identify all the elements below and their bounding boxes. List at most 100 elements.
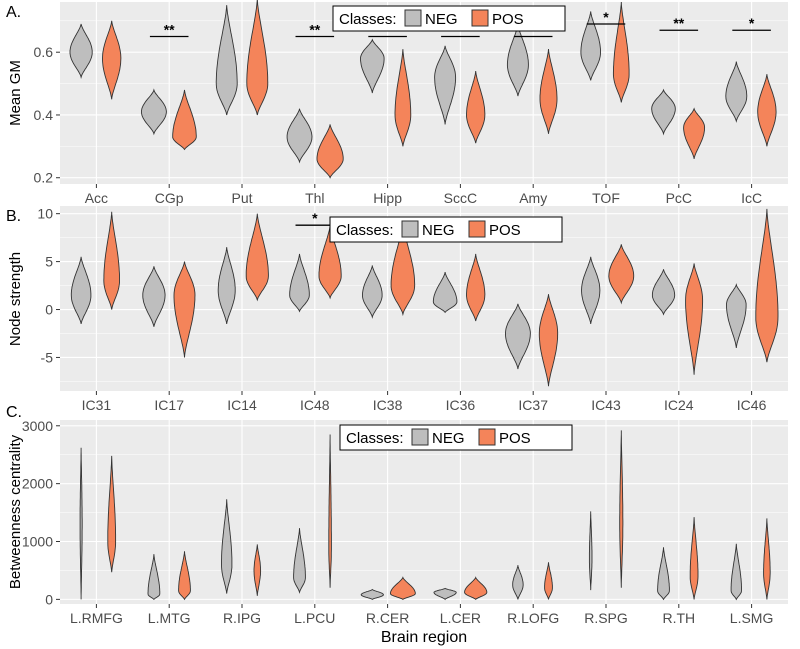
violin-pos-r-lofg [544,562,553,600]
x-tick-label-l-pcu: L.PCU [294,610,335,626]
x-tick-label-ic48: IC48 [300,397,330,413]
violin-neg-ic48 [289,253,310,313]
violin-pos-ic31 [103,211,120,310]
violin-neg-cgp [141,88,167,136]
legend-b-title: Classes: [336,222,394,239]
violin-pos-put [246,0,269,116]
significance-label: * [603,9,609,25]
y-tick-label: 5 [45,254,53,270]
panel-c-x-axis: L.RMFG L.MTG R.IPG L.PCU R.CER L.CER R.LOFG R.S… [70,604,773,626]
y-tick-label: 0 [45,302,53,318]
violin-pos-ic46 [755,208,779,363]
panel-b-y-axis: -5 0 5 10 [37,206,60,365]
violin-neg-icc [725,61,748,123]
panel-a: A. ************** 0.20.40.6 AccCGpPutThl… [6,0,788,206]
violin-pos-l-mtg [178,551,191,601]
violin-pos-acc [102,20,122,100]
panel-a-violins [69,0,777,179]
panel-b-y-axis-title: Node strength [7,252,24,346]
legend-c-pos-swatch [478,428,496,446]
violin-pos-thl [316,124,344,179]
violin-neg-ic36 [432,272,458,314]
violin-pos-cgp [172,89,197,151]
legend-c-neg-label: NEG [432,430,465,447]
violin-pos-r-th [689,517,699,600]
violin-neg-hipp [360,38,385,94]
significance-label: ** [673,15,684,31]
violin-neg-l-cer [433,587,457,601]
x-tick-label-r-spg: R.SPG [584,610,628,626]
violin-neg-put [215,5,238,116]
x-tick-label-ic17: IC17 [154,397,184,413]
x-tick-label-cgp: CGp [155,190,184,206]
violin-neg-pcc [651,88,676,136]
violin-pos-icc [757,74,777,147]
violin-neg-ic24 [651,269,676,316]
violin-pos-r-spg [619,430,624,588]
violin-neg-ic31 [70,256,92,325]
x-tick-label-ic31: IC31 [82,397,112,413]
panel-c-y-axis: 0 1000 2000 3000 [22,418,60,607]
y-tick-label: 3000 [22,418,53,434]
violin-pos-ic36 [466,253,486,322]
x-tick-label-ic46: IC46 [737,397,767,413]
legend-a-neg-swatch [404,9,422,27]
panel-a-y-axis-title: Mean GM [7,60,24,126]
panel-c: C. 0 1000 2000 3000 L.RMFG L.MTG R.IPG L.PCU R.… [6,404,788,646]
violin-neg-sccc [434,45,457,125]
violin-neg-r-th [657,547,670,601]
violin-pos-ic17 [173,261,196,358]
panel-a-x-axis: Acc CGp Put Thl Hipp SccC Amy TOF PcC IcC [85,184,762,206]
violin-neg-r-cer [360,588,384,600]
x-tick-label-r-ipg: R.IPG [223,610,261,626]
x-tick-label-r-th: R.TH [662,610,695,626]
panel-c-legend: Classes: NEG POS [339,424,573,451]
violin-pos-hipp [394,49,412,147]
x-tick-label-r-lofg: R.LOFG [507,610,559,626]
violin-pos-ic37 [538,294,559,387]
legend-c-title: Classes: [346,430,404,447]
x-tick-label-l-smg: L.SMG [730,610,774,626]
panel-b-x-axis: IC31 IC17 IC14 IC48 IC38 IC36 IC37 IC43 IC24 IC46 [82,391,767,413]
panel-c-x-axis-title: Brain region [381,629,467,646]
violin-neg-acc [69,23,93,80]
violin-pos-ic24 [685,263,704,375]
y-tick-label: 1000 [22,534,53,550]
violin-neg-ic43 [581,256,601,324]
violin-neg-ic14 [217,247,236,324]
violin-neg-ic17 [142,266,166,327]
significance-label: ** [164,22,175,38]
violin-neg-amy [506,23,529,97]
x-tick-label-acc: Acc [85,190,108,206]
panel-b-significance: * [295,210,335,226]
violin-pos-sccc [466,70,486,144]
x-tick-label-icc: IcC [741,190,762,206]
panel-b-violins [70,208,779,387]
x-tick-label-put: Put [231,190,252,206]
y-tick-label: 0 [45,591,53,607]
x-tick-label-l-cer: L.CER [440,610,481,626]
violin-pos-r-cer [389,576,416,600]
violin-pos-ic14 [245,213,269,302]
x-tick-label-tof: TOF [592,190,620,206]
panel-c-y-axis-title: Betweenness centrality [7,434,24,589]
violin-neg-l-rmfg [79,447,83,600]
legend-b-neg-swatch [401,220,419,238]
violin-neg-l-smg [730,543,742,601]
y-tick-label: 0.2 [34,170,54,186]
legend-b-neg-label: NEG [422,222,455,239]
y-tick-label: 0.4 [34,107,54,123]
x-tick-label-ic36: IC36 [446,397,476,413]
legend-c-neg-swatch [411,428,429,446]
violin-pos-ic43 [608,244,635,305]
violin-neg-r-lofg [512,565,524,600]
legend-b-pos-swatch [468,220,486,238]
y-tick-label: 2000 [22,476,53,492]
x-tick-label-l-rmfg: L.RMFG [70,610,123,626]
panel-a-background [60,2,788,184]
x-tick-label-l-mtg: L.MTG [148,610,191,626]
legend-a-title: Classes: [339,11,397,28]
x-tick-label-sccc: SccC [444,190,477,206]
violin-pos-tof [612,1,630,103]
